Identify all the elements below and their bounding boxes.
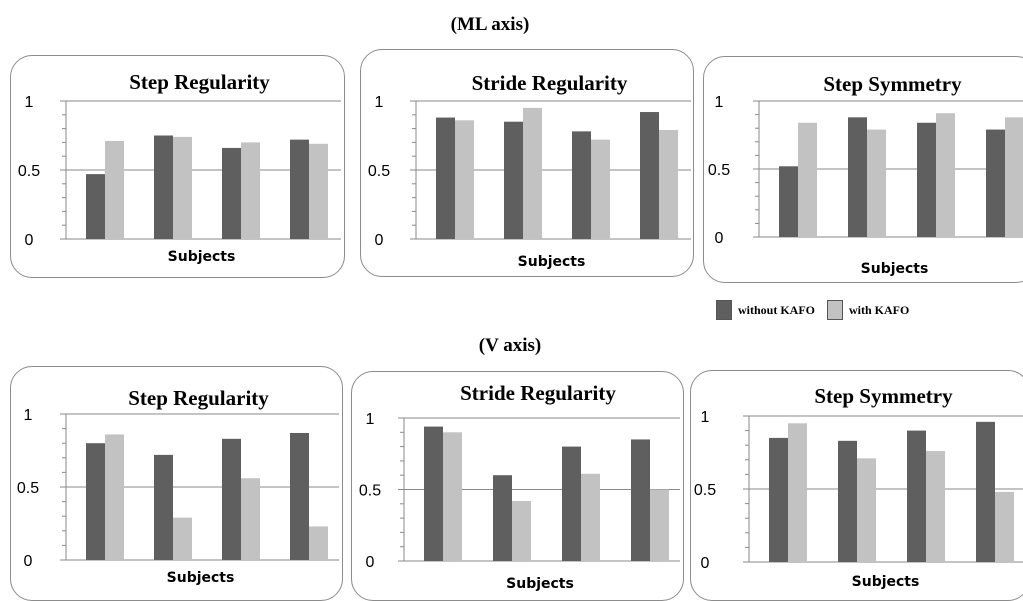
y-tick-label: 1 (366, 411, 375, 428)
y-tick-label: 0.5 (17, 480, 39, 497)
y-tick-label: 1 (24, 407, 33, 424)
bar-with-kafo (581, 473, 600, 561)
x-axis-label: Subjects (518, 254, 586, 270)
y-tick-label: 0 (366, 554, 375, 571)
bar-with-kafo (105, 141, 124, 239)
y-tick-label: 0 (715, 230, 724, 247)
x-axis-label: Subjects (167, 570, 235, 586)
y-tick-label: 0.5 (368, 163, 390, 180)
bar-with-kafo (523, 107, 542, 240)
legend-label-with-kafo: with KAFO (849, 302, 910, 317)
bar-without-kafo (222, 147, 241, 239)
y-tick-label: 1 (701, 409, 710, 426)
bar-without-kafo (838, 440, 857, 562)
v-axis-heading: (V axis) (478, 335, 542, 356)
bar-without-kafo (572, 131, 591, 239)
y-tick-label: 0 (375, 232, 384, 249)
bar-with-kafo (936, 113, 955, 237)
y-tick-label: 1 (25, 94, 34, 111)
bar-without-kafo (493, 475, 512, 561)
chart-panel-v-stride-regularity: Stride Regularity 0 0.5 1 Subjects (351, 371, 684, 601)
x-axis-label: Subjects (852, 574, 920, 590)
bar-without-kafo (154, 135, 173, 239)
bar-with-kafo (443, 432, 462, 561)
y-tick-label: 0 (701, 555, 710, 572)
chart-panel-v-step-regularity: Step Regularity 0 0.5 1 Subjects (10, 366, 343, 601)
bar-with-kafo (650, 489, 669, 561)
chart-title: Stride Regularity (472, 71, 628, 95)
bar-without-kafo (769, 437, 788, 562)
chart-panel-v-step-symmetry: Step Symmetry 0 0.5 1 Subjects (690, 370, 1023, 601)
y-tick-label: 0.5 (694, 482, 716, 499)
chart-panel-ml-stride-regularity: Stride Regularity 0 0.5 1 Subjects (360, 49, 694, 277)
y-tick-label: 1 (715, 94, 724, 111)
bar-without-kafo (154, 454, 173, 560)
bar-without-kafo (562, 446, 581, 561)
bar-with-kafo (105, 434, 124, 560)
bar-without-kafo (848, 117, 867, 237)
bar-without-kafo (290, 432, 309, 560)
x-axis-label: Subjects (506, 576, 574, 592)
chart-svg: Step Symmetry 0 0.5 1 Subjects (694, 384, 1023, 590)
bar-with-kafo (867, 129, 886, 237)
bar-without-kafo (640, 112, 659, 239)
chart-title: Step Symmetry (814, 384, 953, 408)
y-tick-label: 0.5 (359, 483, 381, 500)
y-tick-label: 0.5 (18, 163, 40, 180)
bar-without-kafo (504, 121, 523, 239)
legend-swatch-without-kafo (716, 300, 732, 320)
chart-panel-ml-step-symmetry: Step Symmetry 0 0.5 1 Subjects (703, 56, 1023, 283)
bar-with-kafo (788, 423, 807, 562)
y-tick-label: 0.5 (708, 162, 730, 179)
bar-with-kafo (798, 122, 817, 237)
bar-without-kafo (290, 139, 309, 239)
chart-title: Step Symmetry (823, 72, 962, 96)
chart-svg: Step Symmetry 0 0.5 1 Subjects (708, 72, 1023, 277)
chart-title: Step Regularity (129, 70, 270, 94)
bar-with-kafo (309, 526, 328, 560)
bar-with-kafo (857, 458, 876, 562)
bar-with-kafo (591, 139, 610, 239)
chart-svg: Stride Regularity 0 0.5 1 Subjects (359, 381, 680, 592)
bar-without-kafo (907, 430, 926, 562)
bar-without-kafo (779, 166, 798, 237)
bar-without-kafo (917, 122, 936, 237)
ml-axis-heading: (ML axis) (450, 14, 530, 35)
chart-svg: Stride Regularity 0 0.5 1 Subjects (368, 71, 691, 270)
bar-without-kafo (976, 421, 995, 562)
y-tick-label: 0 (25, 232, 34, 249)
x-axis-label: Subjects (861, 261, 929, 277)
bar-with-kafo (309, 143, 328, 239)
bar-with-kafo (1005, 117, 1023, 237)
chart-panel-ml-step-regularity: Step Regularity 0 0.5 1 Subjects (10, 55, 345, 278)
legend: without KAFO with KAFO (716, 300, 921, 320)
bar-with-kafo (926, 451, 945, 562)
y-tick-label: 1 (375, 94, 384, 111)
bar-without-kafo (86, 443, 105, 560)
bar-without-kafo (424, 426, 443, 561)
legend-swatch-with-kafo (827, 300, 844, 320)
chart-title: Step Regularity (128, 386, 269, 410)
y-tick-label: 0 (24, 553, 33, 570)
bar-with-kafo (241, 478, 260, 560)
bar-without-kafo (631, 439, 650, 561)
legend-label-without-kafo: without KAFO (738, 302, 816, 317)
bar-without-kafo (436, 117, 455, 239)
bar-with-kafo (512, 500, 531, 561)
chart-title: Stride Regularity (460, 381, 616, 405)
bar-with-kafo (995, 491, 1014, 562)
bar-without-kafo (86, 174, 105, 239)
chart-svg: Step Regularity 0 0.5 1 Subjects (18, 70, 341, 265)
bar-with-kafo (173, 136, 192, 239)
bar-without-kafo (986, 129, 1005, 237)
bar-with-kafo (173, 517, 192, 560)
bar-with-kafo (455, 120, 474, 239)
bar-with-kafo (659, 129, 678, 239)
bar-without-kafo (222, 438, 241, 560)
bar-with-kafo (241, 142, 260, 239)
x-axis-label: Subjects (168, 249, 236, 265)
chart-svg: Step Regularity 0 0.5 1 Subjects (17, 386, 339, 586)
